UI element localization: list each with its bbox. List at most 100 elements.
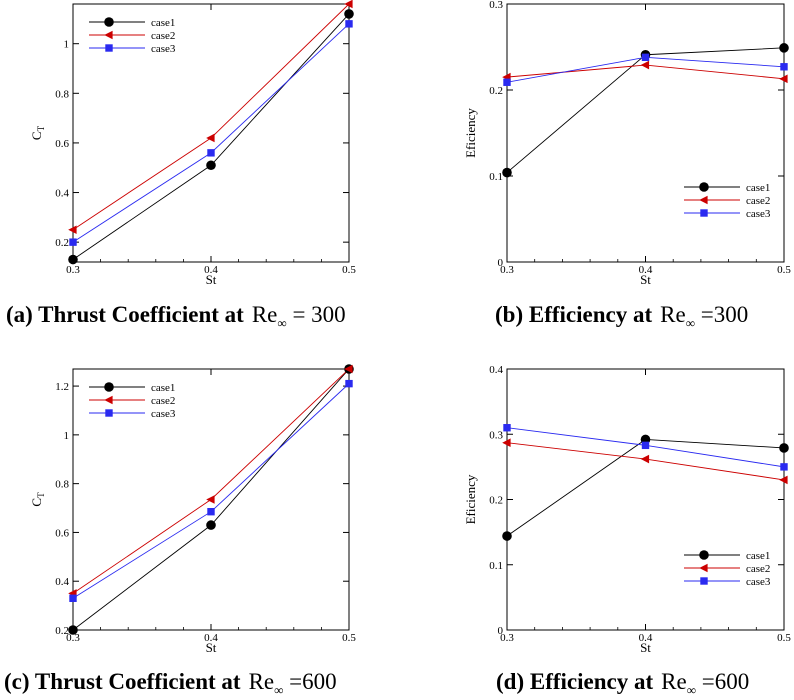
chart3-series-line-case1 — [506, 439, 785, 537]
chart1-data-point-case2 — [779, 74, 788, 84]
chart2-data-point-case1 — [68, 625, 78, 635]
caption-a-math: Re∞ = 300 — [251, 302, 346, 330]
chart1-data-point-case1 — [502, 167, 512, 178]
caption-a-re: Re — [251, 302, 278, 327]
chart3-x-tick-label: 0.5 — [777, 632, 791, 644]
chart0-data-point-case1 — [68, 254, 78, 265]
chart-a-svg: 0.3 0.4 0.5 0.2 0.4 0.6 0.8 1 St CT case1case2case… — [29, 0, 356, 287]
chart2-data-point-case1 — [206, 520, 216, 530]
chart3-y-tick-label: 0.1 — [489, 560, 503, 572]
chart0-y-tick-label: 0.4 — [55, 188, 69, 200]
chart3-legend-label-case1: case1 — [746, 550, 770, 562]
chart2-x-axis-label: St — [206, 640, 217, 655]
chart0-x-axis-label: St — [206, 272, 217, 287]
chart1-legend-marker-case2 — [699, 195, 708, 205]
chart1-y-tick-label: 0 — [498, 257, 504, 269]
chart2-y-axis-label: CT — [29, 492, 46, 507]
caption-c-math: Re∞ =600 — [248, 669, 337, 697]
caption-d-re-sub: ∞ — [686, 682, 696, 698]
chart0-data-point-case3 — [207, 149, 215, 157]
chart3-data-point-case2 — [779, 475, 788, 485]
chart1-data-point-case3 — [641, 53, 650, 62]
chart3-x-tick-label: 0.4 — [639, 632, 653, 644]
chart2-data-point-case2 — [206, 495, 215, 504]
chart3-legend-marker-case3 — [700, 577, 708, 585]
chart1-legend-label-case3: case3 — [746, 208, 771, 220]
chart1-x-tick-label: 0.3 — [500, 264, 514, 276]
chart3-legend-label-case3: case3 — [746, 576, 771, 588]
chart0-legend-label-case3: case3 — [151, 43, 176, 55]
chart3-x-tick-label: 0.3 — [500, 632, 514, 644]
chart0-data-point-case1 — [344, 9, 354, 19]
chart3-y-tick-label: 0.4 — [489, 364, 503, 376]
chart2-data-point-case2 — [344, 364, 353, 374]
caption-c-re: Re — [248, 669, 275, 694]
chart2-y-tick-label: 0.2 — [55, 625, 69, 637]
caption-b-math: Re∞ =300 — [660, 302, 748, 330]
chart1-data-point-case3 — [503, 78, 511, 86]
chart0-data-point-case3 — [345, 20, 353, 28]
caption-a-re-value: = 300 — [292, 302, 346, 327]
chart3-y-tick-label: 0.2 — [489, 495, 503, 507]
caption-a: (a) Thrust Coefficient at Re∞ = 300 — [6, 303, 346, 330]
chart0-x-tick-label: 0.3 — [66, 264, 80, 276]
chart2-data-point-case3 — [69, 594, 77, 602]
chart3-legend-label-case2: case2 — [746, 563, 770, 575]
chart1-y-tick-label: 0.1 — [489, 171, 503, 183]
chart2-legend-label-case1: case1 — [151, 382, 175, 394]
chart0-y-tick-label: 0.6 — [55, 138, 69, 150]
caption-b-re: Re — [660, 302, 686, 327]
caption-d: (d) Efficiency at Re∞ =600 — [496, 670, 749, 697]
chart1-y-tick-label: 0.2 — [489, 85, 503, 97]
chart0-data-point-case2 — [344, 0, 353, 9]
chart3-y-axis-label: Eficiency — [463, 474, 478, 524]
chart1-legend-label-case1: case1 — [746, 182, 770, 194]
chart1-legend-marker-case1 — [699, 182, 709, 192]
chart1-data-point-case3 — [780, 63, 788, 71]
chart0-x-tick-label: 0.4 — [204, 264, 218, 276]
chart-panel-b: 0.3 0.4 0.5 0 0.1 0.2 0.3 St Eficiency case1 case2… — [410, 0, 794, 290]
chart3-data-point-case2 — [502, 438, 511, 448]
caption-c-label: (c) Thrust Coefficient at — [4, 669, 241, 694]
chart2-y-axis-label-sub: T — [36, 492, 46, 498]
chart1-x-tick-label: 0.5 — [777, 264, 791, 276]
chart-panel-c: 0.3 0.4 0.5 0.2 0.4 0.6 0.8 1 1.2 St CT case1 case2 c… — [0, 364, 400, 665]
caption-a-label: (a) Thrust Coefficient at — [6, 302, 244, 327]
chart0-series-line-case2 — [72, 3, 350, 231]
chart2-legend-marker-case2 — [104, 395, 113, 405]
chart3-plot-frame — [506, 368, 785, 631]
chart2-y-tick-label: 1 — [64, 430, 70, 442]
chart0-data-point-case3 — [69, 238, 77, 246]
chart2-y-tick-label: 0.8 — [55, 479, 69, 491]
chart2-x-tick-label: 0.4 — [204, 632, 218, 644]
chart0-y-axis-label-sub: T — [36, 125, 46, 131]
chart0-data-point-case2 — [206, 133, 215, 143]
caption-c: (c) Thrust Coefficient at Re∞ =600 — [4, 670, 337, 697]
chart0-legend-marker-case3 — [105, 44, 113, 52]
chart0-y-tick-label: 0.8 — [55, 88, 69, 100]
chart1-series-line-case3 — [506, 56, 785, 83]
chart3-data-point-case1 — [779, 443, 789, 453]
caption-d-re: Re — [661, 669, 687, 694]
chart1-legend-label-case2: case2 — [746, 195, 770, 207]
chart1-data-point-case1 — [779, 43, 789, 53]
chart1-y-tick-label: 0.3 — [489, 0, 503, 11]
chart3-data-point-case3 — [780, 463, 788, 471]
chart1-legend-marker-case3 — [700, 209, 708, 217]
caption-a-re-sub: ∞ — [277, 315, 287, 331]
caption-b: (b) Efficiency at Re∞ =300 — [495, 303, 748, 330]
chart-panel-d: 0.3 0.4 0.5 0 0.1 0.2 0.3 0.4 St Eficiency case1 ca… — [410, 364, 794, 665]
chart2-data-point-case3 — [345, 379, 353, 388]
chart0-legend-marker-case2 — [104, 30, 113, 40]
chart0-y-tick-label: 1 — [64, 39, 70, 51]
chart3-data-point-case1 — [502, 531, 512, 541]
chart2-series-line-case2 — [72, 368, 350, 594]
chart0-plot-frame — [72, 3, 350, 263]
caption-d-math: Re∞ =600 — [661, 669, 750, 697]
chart-b-svg: 0.3 0.4 0.5 0 0.1 0.2 0.3 St Eficiency case1case2… — [463, 0, 791, 287]
chart0-y-axis-label: CT — [29, 125, 46, 140]
chart2-y-tick-label: 0.6 — [55, 527, 69, 539]
caption-b-label: (b) Efficiency at — [495, 302, 653, 327]
chart2-x-tick-label: 0.5 — [342, 632, 356, 644]
caption-d-re-value: =600 — [701, 669, 750, 694]
